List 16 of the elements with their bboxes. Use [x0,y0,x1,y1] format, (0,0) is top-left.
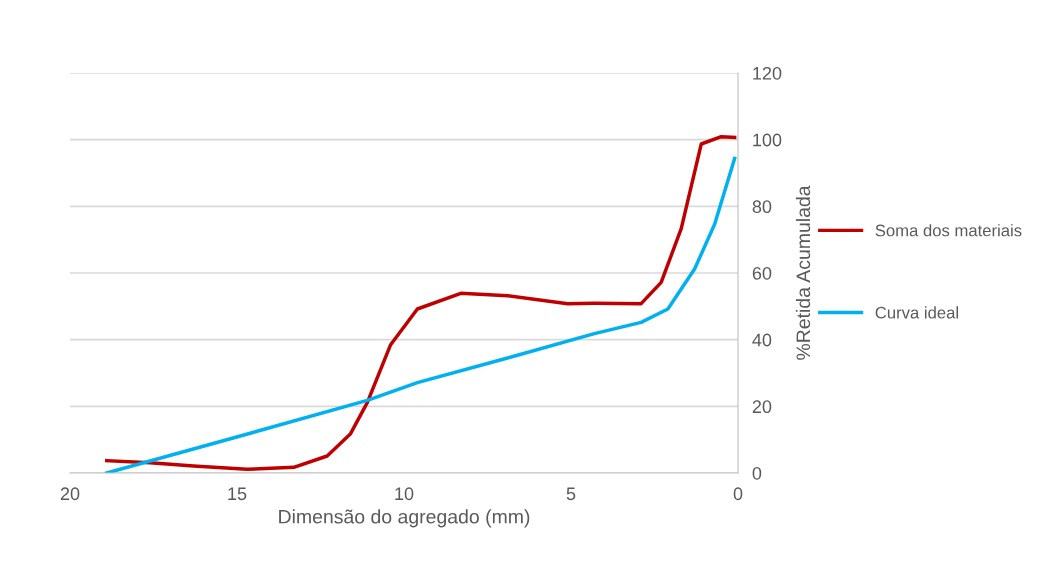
x-tick-label: 0 [733,487,743,501]
x-tick-label: 10 [395,487,414,501]
y-tick-label: 40 [752,333,772,347]
y-tick-label: 120 [753,66,782,80]
legend-label: Soma dos materiais [875,224,1022,237]
legend-label: Curva ideal [875,306,958,319]
x-tick-label: 5 [566,487,576,501]
x-axis-title: Dimensão do agregado (mm) [279,509,530,528]
y-tick-label: 60 [752,266,772,280]
y-tick-label: 0 [752,466,762,480]
y-tick-label: 80 [752,200,772,214]
y-tick-label: 100 [753,133,782,147]
y-tick-label: 20 [752,400,772,414]
x-tick-label: 20 [60,487,80,501]
y-axis-title: %Retida Acumulada [795,185,811,360]
x-tick-label: 15 [228,487,247,501]
